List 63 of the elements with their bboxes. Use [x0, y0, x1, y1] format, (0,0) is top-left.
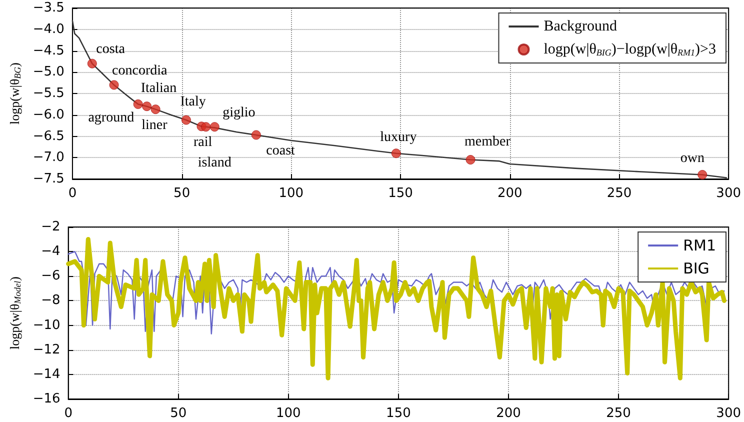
- y-tick-label: −2: [41, 220, 60, 234]
- x-tick-label: 100: [276, 406, 301, 421]
- annotation: Italian: [140, 80, 177, 96]
- y-tick-label: −4.5: [32, 43, 64, 58]
- x-tick-label: 50: [170, 406, 187, 421]
- annotation: coast: [266, 143, 296, 158]
- x-tick-label: 250: [606, 406, 631, 421]
- annotation: costa: [96, 42, 126, 58]
- annotation: aground: [88, 110, 134, 126]
- y-axis-title: logp(w|θBG): [7, 62, 22, 124]
- annotation: liner: [142, 118, 168, 133]
- point: [181, 115, 191, 125]
- y-tick-label: −16: [32, 392, 60, 406]
- x-tick-label: 200: [497, 186, 522, 201]
- legend-label: RM1: [683, 236, 716, 254]
- annotation: Italy: [180, 94, 206, 110]
- point: [142, 102, 152, 112]
- x-tick-label: 150: [386, 406, 411, 421]
- y-axis-title: logp(w|θModel): [7, 276, 22, 350]
- y-tick-label: −14: [32, 366, 60, 382]
- legend-label: Background: [544, 18, 618, 34]
- y-tick-label: −6.5: [32, 128, 64, 144]
- y-tick-label: −10: [32, 318, 60, 333]
- y-tick-label: −6.0: [32, 107, 64, 122]
- point: [391, 148, 401, 158]
- x-tick-label: 250: [606, 186, 632, 201]
- line-series: [66, 237, 726, 380]
- point: [150, 104, 160, 114]
- x-tick-label: 100: [278, 186, 304, 201]
- x-tick-label: 300: [716, 186, 742, 201]
- annotation: giglio: [222, 105, 256, 120]
- y-tick-label: −3.5: [32, 0, 64, 16]
- x-tick-label: 0: [64, 406, 72, 421]
- legend-label: logp(w|θBIG)−logp(w|θRM1)>3: [544, 42, 716, 58]
- point: [466, 155, 476, 165]
- x-tick-label: 300: [716, 406, 742, 421]
- annotation: own: [680, 151, 704, 166]
- point: [201, 122, 211, 132]
- y-tick-label: −7.0: [32, 150, 64, 166]
- y-tick-label: −5.0: [32, 64, 64, 80]
- point: [87, 58, 97, 68]
- y-tick-label: −5.5: [32, 86, 64, 101]
- point: [109, 80, 119, 90]
- annotation: luxury: [380, 130, 417, 145]
- x-tick-label: 0: [68, 186, 77, 201]
- point: [698, 170, 708, 180]
- point: [133, 99, 143, 109]
- x-tick-label: 150: [388, 186, 413, 201]
- x-tick-label: 50: [174, 186, 190, 201]
- point: [251, 130, 261, 140]
- y-tick-label: −4.0: [32, 22, 64, 37]
- point: [210, 122, 220, 132]
- annotation: island: [198, 155, 232, 170]
- annotation: concordia: [112, 63, 168, 78]
- y-tick-label: −4: [41, 244, 60, 260]
- legend-label: BIG: [683, 260, 710, 278]
- x-tick-label: 200: [496, 406, 521, 421]
- y-tick-label: −12: [32, 342, 60, 358]
- annotation: member: [464, 134, 511, 150]
- y-tick-label: −6: [41, 268, 60, 284]
- y-tick-label: −8: [41, 293, 60, 308]
- annotation: rail: [194, 134, 212, 150]
- y-tick-label: −7.5: [32, 172, 64, 186]
